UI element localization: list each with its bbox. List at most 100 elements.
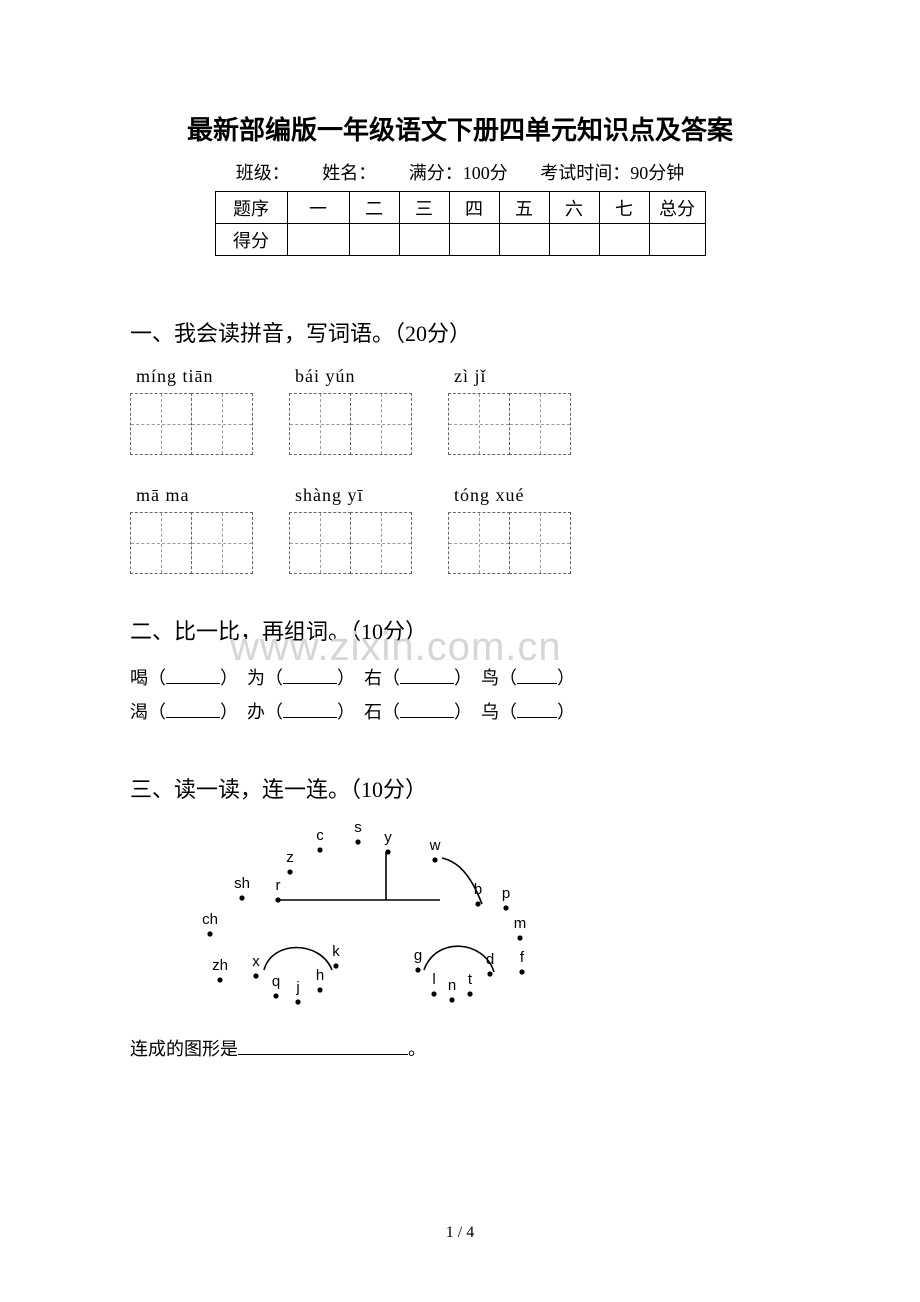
svg-text:z: z: [286, 849, 294, 866]
write-grid: [191, 512, 253, 574]
svg-text:m: m: [514, 915, 527, 932]
class-label: 班级：: [236, 163, 290, 183]
compare-char: 乌: [481, 702, 499, 722]
svg-text:d: d: [486, 951, 494, 968]
compare-char: 为: [247, 668, 265, 688]
pinyin-block: mā ma: [130, 485, 253, 574]
pinyin-label: shàng yī: [289, 485, 364, 506]
svg-text:l: l: [432, 971, 435, 988]
section3-heading: 三、读一读，连一连。（10分）: [130, 772, 790, 804]
table-cell: [399, 224, 449, 256]
write-grid: [191, 393, 253, 455]
table-cell: [649, 224, 705, 256]
meta-row: 班级： 姓名： 满分：100分 考试时间：90分钟: [130, 159, 790, 185]
svg-text:ch: ch: [202, 911, 218, 928]
name-label: 姓名：: [322, 163, 376, 183]
blank: [517, 702, 557, 718]
svg-text:p: p: [502, 885, 510, 902]
table-header: 六: [549, 192, 599, 224]
blank: [400, 702, 454, 718]
write-grid: [350, 512, 412, 574]
pinyin-block: zì jǐ: [448, 366, 571, 455]
time-label: 考试时间：90分钟: [540, 163, 684, 183]
compare-char: 办: [247, 702, 265, 722]
write-grid: [350, 393, 412, 455]
final-pre: 连成的图形是: [130, 1039, 238, 1059]
svg-text:n: n: [448, 977, 456, 994]
diagram-svg: csywzrshbpchmzhxqjhkglntdf: [190, 822, 550, 1022]
pinyin-label: bái yún: [289, 366, 356, 387]
pinyin-row-2: mā ma shàng yī tóng xué: [130, 485, 790, 574]
final-post: 。: [408, 1039, 426, 1059]
blank: [283, 702, 337, 718]
write-grid: [509, 512, 571, 574]
write-grid: [130, 393, 192, 455]
pinyin-label: mā ma: [130, 485, 189, 506]
svg-text:y: y: [384, 829, 392, 846]
svg-text:w: w: [429, 837, 441, 854]
blank: [517, 668, 557, 684]
table-header: 七: [599, 192, 649, 224]
compare-row-2: 渴（） 办（） 石（） 乌（）: [130, 698, 790, 724]
compare-row-1: 喝（） 为（） 右（） 鸟（）: [130, 664, 790, 690]
final-line: 连成的图形是 。: [130, 1035, 790, 1061]
table-cell: [499, 224, 549, 256]
pinyin-block: tóng xué: [448, 485, 571, 574]
blank: [238, 1039, 408, 1055]
table-header: 总分: [649, 192, 705, 224]
pinyin-block: míng tiān: [130, 366, 253, 455]
table-cell: [349, 224, 399, 256]
table-cell: 得分: [215, 224, 287, 256]
compare-char: 石: [364, 702, 382, 722]
score-table: 题序 一 二 三 四 五 六 七 总分 得分: [215, 191, 706, 256]
fullscore-label: 满分：100分: [409, 163, 508, 183]
svg-text:f: f: [520, 949, 525, 966]
write-grid: [289, 393, 351, 455]
svg-text:b: b: [474, 881, 482, 898]
pinyin-label: zì jǐ: [448, 366, 487, 387]
write-grid: [448, 512, 510, 574]
compare-char: 喝: [130, 668, 148, 688]
table-header: 四: [449, 192, 499, 224]
svg-text:k: k: [332, 943, 340, 960]
blank: [166, 702, 220, 718]
svg-text:zh: zh: [212, 957, 228, 974]
connect-diagram: csywzrshbpchmzhxqjhkglntdf: [190, 822, 790, 1027]
doc-title: 最新部编版一年级语文下册四单元知识点及答案: [130, 110, 790, 147]
write-grid: [448, 393, 510, 455]
svg-text:t: t: [468, 971, 473, 988]
compare-char: 鸟: [481, 668, 499, 688]
table-header: 一: [287, 192, 349, 224]
svg-text:sh: sh: [234, 875, 250, 892]
table-header: 三: [399, 192, 449, 224]
svg-text:g: g: [414, 947, 422, 964]
blank: [166, 668, 220, 684]
pinyin-block: bái yún: [289, 366, 412, 455]
section2-heading: 二、比一比，再组词。（10分）: [130, 614, 790, 646]
pinyin-row-1: míng tiān bái yún zì jǐ: [130, 366, 790, 455]
blank: [283, 668, 337, 684]
pinyin-label: míng tiān: [130, 366, 214, 387]
pinyin-label: tóng xué: [448, 485, 525, 506]
page-footer: 1 / 4: [0, 1224, 920, 1242]
svg-text:s: s: [354, 822, 362, 836]
table-header: 题序: [215, 192, 287, 224]
svg-text:x: x: [252, 953, 260, 970]
table-cell: [449, 224, 499, 256]
svg-text:c: c: [316, 827, 324, 844]
pinyin-block: shàng yī: [289, 485, 412, 574]
table-header: 二: [349, 192, 399, 224]
blank: [400, 668, 454, 684]
table-header: 五: [499, 192, 549, 224]
svg-text:j: j: [295, 979, 299, 996]
compare-char: 渴: [130, 702, 148, 722]
write-grid: [509, 393, 571, 455]
table-cell: [287, 224, 349, 256]
write-grid: [289, 512, 351, 574]
write-grid: [130, 512, 192, 574]
table-cell: [599, 224, 649, 256]
section1-heading: 一、我会读拼音，写词语。（20分）: [130, 316, 790, 348]
compare-char: 右: [364, 668, 382, 688]
svg-text:h: h: [316, 967, 324, 984]
table-cell: [549, 224, 599, 256]
